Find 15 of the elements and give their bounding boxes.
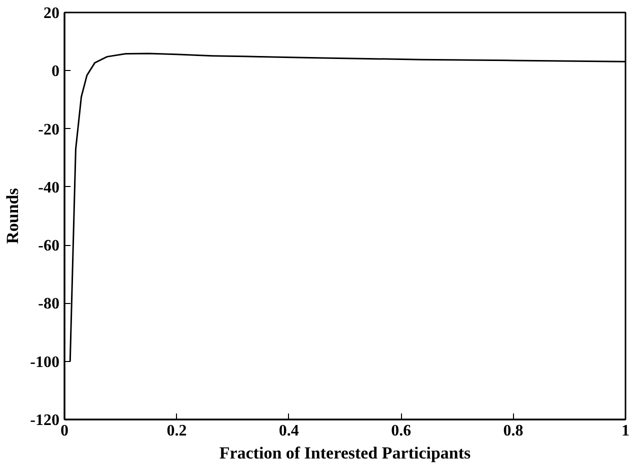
y-tick-label: 20 [44, 5, 60, 22]
y-axis-title: Rounds [3, 188, 22, 244]
x-tick-label: 0.4 [278, 422, 299, 440]
x-tick-label: 0.2 [166, 422, 187, 440]
x-axis-title: Fraction of Interested Participants [219, 444, 472, 462]
x-tick-label: 0.6 [391, 422, 412, 440]
y-tick-label: -40 [38, 179, 60, 196]
y-tick-label: -120 [30, 412, 60, 429]
y-tick-label: -60 [38, 238, 60, 255]
y-tick-label: -20 [38, 121, 60, 138]
x-tick-label: 1 [622, 422, 630, 440]
y-tick-label: -80 [38, 296, 60, 313]
y-tick-label: -100 [30, 354, 60, 371]
y-tick-label: 0 [52, 63, 60, 80]
x-tick-label: 0.8 [503, 422, 524, 440]
